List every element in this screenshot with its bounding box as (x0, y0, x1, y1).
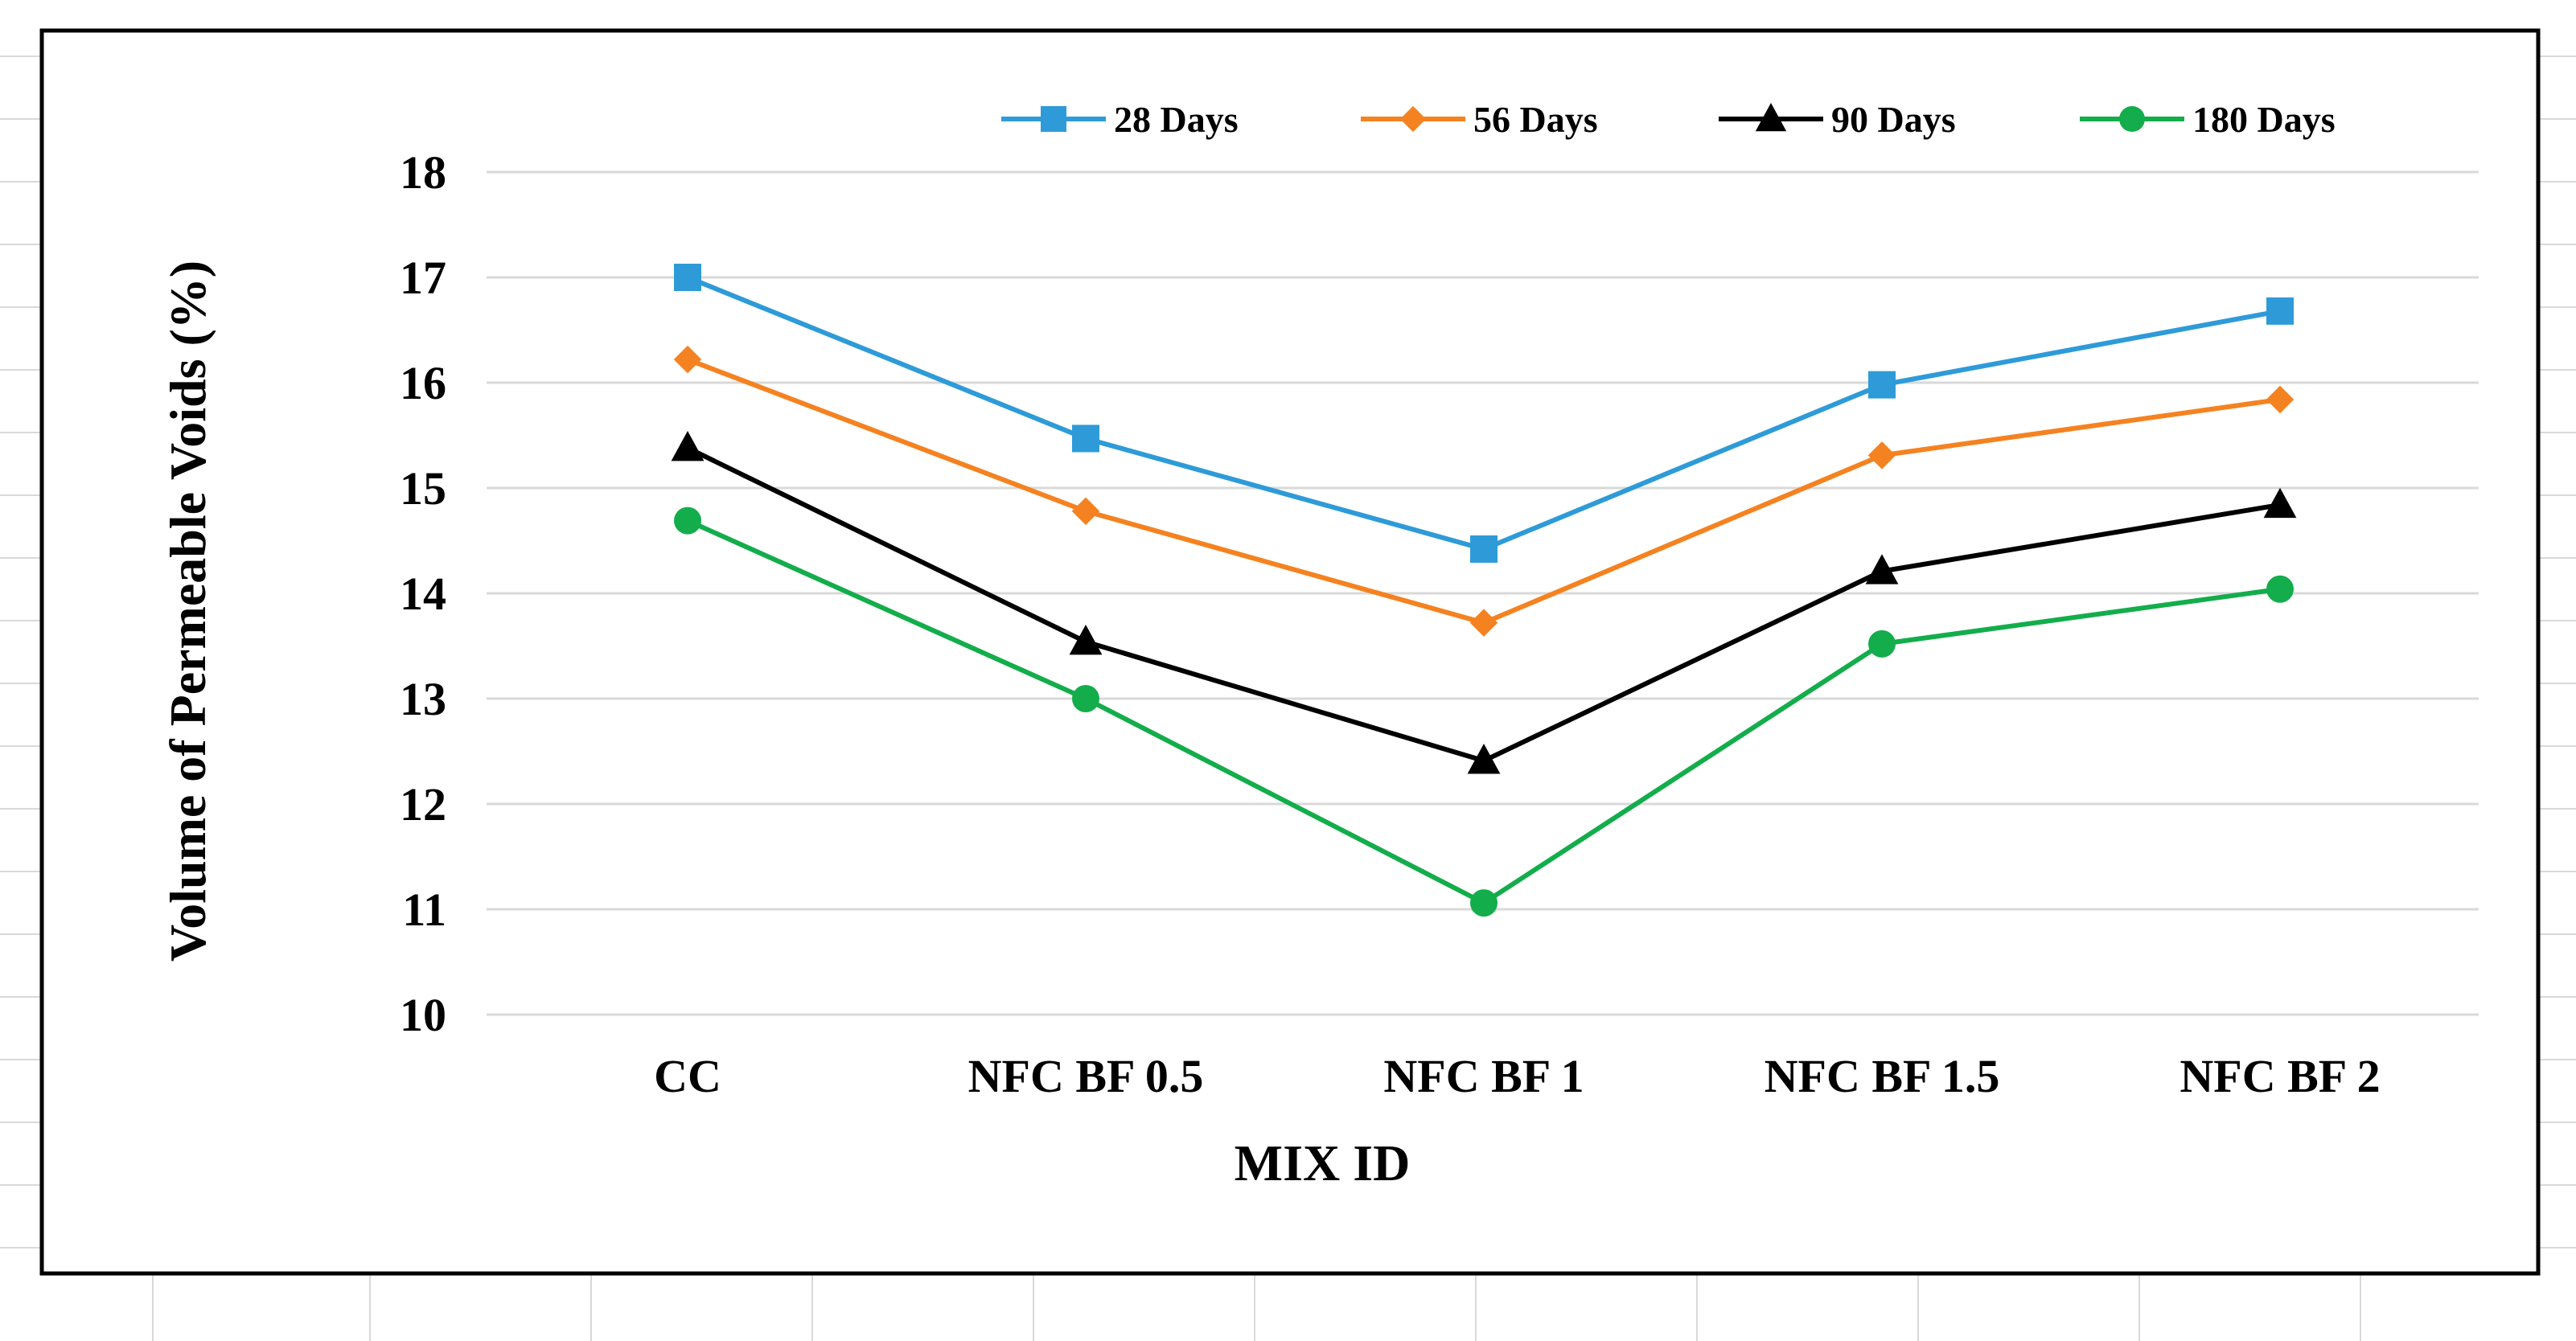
data-point (1867, 441, 1896, 470)
chart-frame (39, 28, 2541, 1276)
data-point (1072, 424, 1099, 453)
data-point (1467, 744, 1501, 774)
data-point (671, 430, 705, 461)
legend-marker (1399, 105, 1427, 133)
data-point (1470, 889, 1498, 917)
x-axis-title: MIX ID (1235, 1134, 1411, 1191)
legend-marker (2119, 106, 2145, 132)
data-point (1069, 625, 1103, 655)
legend-label: 90 Days (1831, 99, 1956, 140)
horizontal-gridlines (487, 170, 2479, 1016)
y-tick-label: 16 (400, 357, 446, 409)
legend-entry: 180 Days (2080, 99, 2336, 140)
y-tick-label: 12 (400, 778, 446, 830)
spreadsheet-gridlines (0, 55, 2576, 1341)
x-axis-tick-labels: CC NFC BF 0.5 NFC BF 1 NFC BF 1.5 NFC BF 2 (654, 1050, 2380, 1102)
legend-label: 180 Days (2192, 99, 2336, 140)
y-tick-label: 11 (402, 884, 446, 936)
legend-entry: 28 Days (1001, 99, 1239, 140)
series-180-days (674, 506, 2294, 917)
y-tick-label: 13 (400, 673, 446, 725)
data-point (674, 506, 701, 535)
data-point (2266, 575, 2294, 603)
data-point (1868, 371, 1896, 399)
data-point (1469, 609, 1498, 637)
data-point (1470, 535, 1498, 563)
x-tick-label: NFC BF 1 (1383, 1050, 1584, 1102)
data-point (674, 264, 701, 291)
legend-entry: 90 Days (1719, 99, 1956, 140)
data-point (1868, 629, 1896, 658)
legend: 28 Days 56 Days 90 Days 180 Days (1001, 99, 2336, 140)
series-28-days (674, 264, 2294, 563)
y-tick-label: 10 (400, 989, 446, 1041)
legend-marker (1755, 103, 1787, 132)
legend-label: 56 Days (1473, 99, 1598, 140)
data-point (673, 345, 702, 374)
data-point (2266, 297, 2294, 325)
legend-entry: 56 Days (1361, 99, 1598, 140)
series-90-days (671, 430, 2297, 774)
data-point (2266, 385, 2295, 414)
legend-marker (1041, 106, 1066, 132)
series-layer (671, 264, 2297, 917)
legend-label: 28 Days (1114, 99, 1239, 140)
y-tick-label: 17 (400, 252, 446, 304)
y-tick-label: 14 (400, 568, 446, 620)
y-axis-title: Volume of Permeable Voids (%) (159, 260, 216, 962)
data-point (1072, 685, 1099, 712)
data-point (1865, 554, 1899, 584)
y-tick-label: 18 (400, 146, 446, 199)
y-tick-label: 15 (400, 462, 446, 515)
x-tick-label: NFC BF 2 (2180, 1050, 2380, 1102)
x-tick-label: CC (654, 1050, 721, 1102)
series-56-days (673, 345, 2295, 637)
x-tick-label: NFC BF 1.5 (1765, 1050, 2000, 1102)
y-axis-tick-labels: 10 11 12 13 14 15 16 17 18 (400, 146, 446, 1041)
x-tick-label: NFC BF 0.5 (968, 1050, 1204, 1102)
data-point (1071, 497, 1100, 526)
data-point (2263, 487, 2297, 519)
